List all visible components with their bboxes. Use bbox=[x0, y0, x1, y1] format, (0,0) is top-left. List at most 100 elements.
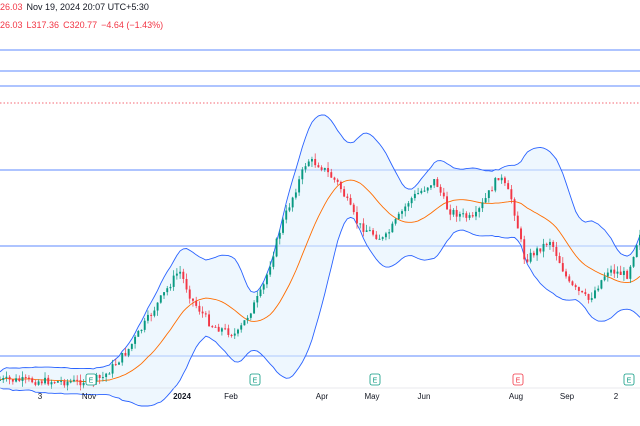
candle-body bbox=[455, 209, 458, 217]
candle-body bbox=[214, 326, 217, 328]
candle-body bbox=[333, 177, 336, 180]
candle-body bbox=[208, 314, 211, 327]
candle-body bbox=[468, 215, 471, 218]
candle-body bbox=[349, 197, 352, 205]
candle-body bbox=[179, 271, 182, 274]
candle-body bbox=[31, 378, 34, 383]
event-label: E bbox=[627, 378, 632, 385]
candle-body bbox=[577, 287, 580, 291]
candle-body bbox=[343, 189, 346, 197]
candle-body bbox=[275, 238, 278, 257]
close-value: C320.77 bbox=[63, 20, 98, 30]
candle-body bbox=[269, 266, 272, 275]
candle-body bbox=[442, 192, 445, 197]
candle-body bbox=[237, 329, 239, 334]
candle-body bbox=[635, 245, 638, 257]
candle-body bbox=[548, 241, 551, 245]
earnings-event-icon: E bbox=[623, 373, 635, 386]
chart-header: 26.03 Nov 19, 2024 20:07 UTC+5:30 bbox=[0, 2, 149, 12]
candle-body bbox=[11, 379, 14, 382]
candle-body bbox=[76, 379, 79, 381]
candle-body bbox=[288, 207, 291, 211]
candle-body bbox=[253, 302, 256, 314]
candle-body bbox=[310, 158, 313, 162]
candle-body bbox=[574, 285, 577, 288]
candle-body bbox=[368, 230, 371, 232]
candle-body bbox=[47, 377, 50, 385]
candle-body bbox=[478, 208, 481, 212]
x-tick-label: Aug bbox=[509, 392, 523, 401]
candle-body bbox=[40, 381, 43, 384]
candle-body bbox=[481, 202, 484, 209]
candle-body bbox=[246, 317, 249, 321]
earnings-event-icon: E bbox=[512, 373, 524, 386]
candle-body bbox=[249, 313, 252, 318]
candle-body bbox=[491, 190, 494, 192]
x-tick-label: Jun bbox=[418, 392, 431, 401]
candle-body bbox=[545, 243, 548, 245]
candle-body bbox=[568, 276, 571, 282]
x-tick-label: Apr bbox=[316, 392, 329, 401]
candle-body bbox=[204, 313, 207, 315]
candle-body bbox=[606, 272, 609, 277]
candle-body bbox=[185, 278, 188, 290]
x-tick-label: Sep bbox=[560, 392, 575, 401]
candle-body bbox=[265, 274, 268, 285]
candle-body bbox=[381, 237, 384, 239]
candle-body bbox=[66, 381, 69, 386]
candle-body bbox=[2, 378, 5, 380]
open-partial: 26.03 bbox=[0, 20, 23, 30]
candle-body bbox=[18, 378, 21, 381]
candle-body bbox=[433, 179, 436, 186]
candle-body bbox=[446, 196, 448, 210]
candle-body bbox=[526, 259, 529, 262]
candle-body bbox=[465, 213, 468, 218]
candle-body bbox=[330, 172, 333, 178]
candle-body bbox=[603, 276, 606, 281]
candle-body bbox=[365, 230, 368, 232]
earnings-event-icon: E bbox=[249, 373, 261, 386]
candle-body bbox=[60, 380, 63, 382]
candle-body bbox=[304, 166, 307, 170]
candle-body bbox=[105, 373, 108, 378]
earnings-event-icon: E bbox=[369, 373, 381, 386]
bollinger-bands bbox=[0, 114, 640, 407]
candle-body bbox=[516, 215, 519, 229]
candle-body bbox=[108, 373, 111, 375]
candle-body bbox=[407, 203, 410, 207]
x-axis: 3 Nov 2024 Feb Apr May Jun Aug Sep 2 bbox=[0, 387, 640, 401]
candle-body bbox=[494, 178, 497, 191]
candle-body bbox=[243, 320, 246, 326]
candle-body bbox=[391, 223, 394, 233]
candle-body bbox=[436, 179, 439, 187]
candle-body bbox=[259, 289, 262, 297]
candle-body bbox=[121, 352, 124, 363]
candle-body bbox=[471, 215, 474, 217]
candle-body bbox=[323, 167, 326, 170]
x-tick-label: May bbox=[364, 392, 379, 401]
candle-body bbox=[272, 256, 275, 267]
candle-body bbox=[420, 190, 423, 194]
candle-body bbox=[256, 296, 259, 303]
candle-body bbox=[317, 165, 320, 168]
candle-body bbox=[230, 334, 233, 336]
candle-body bbox=[587, 294, 590, 300]
candle-body bbox=[520, 228, 522, 240]
candle-body bbox=[410, 198, 413, 204]
candle-body bbox=[413, 193, 416, 199]
candle-body bbox=[429, 185, 432, 188]
candle-body bbox=[192, 298, 194, 301]
candle-body bbox=[327, 167, 330, 173]
candle-body bbox=[53, 382, 56, 384]
candle-body bbox=[523, 239, 526, 260]
candle-body bbox=[401, 211, 403, 214]
candle-body bbox=[95, 374, 98, 382]
candle-body bbox=[140, 329, 143, 332]
candle-body bbox=[163, 292, 165, 296]
candle-body bbox=[227, 328, 230, 335]
candle-body bbox=[15, 378, 18, 382]
candle-body bbox=[462, 213, 465, 215]
candle-body bbox=[114, 364, 117, 366]
